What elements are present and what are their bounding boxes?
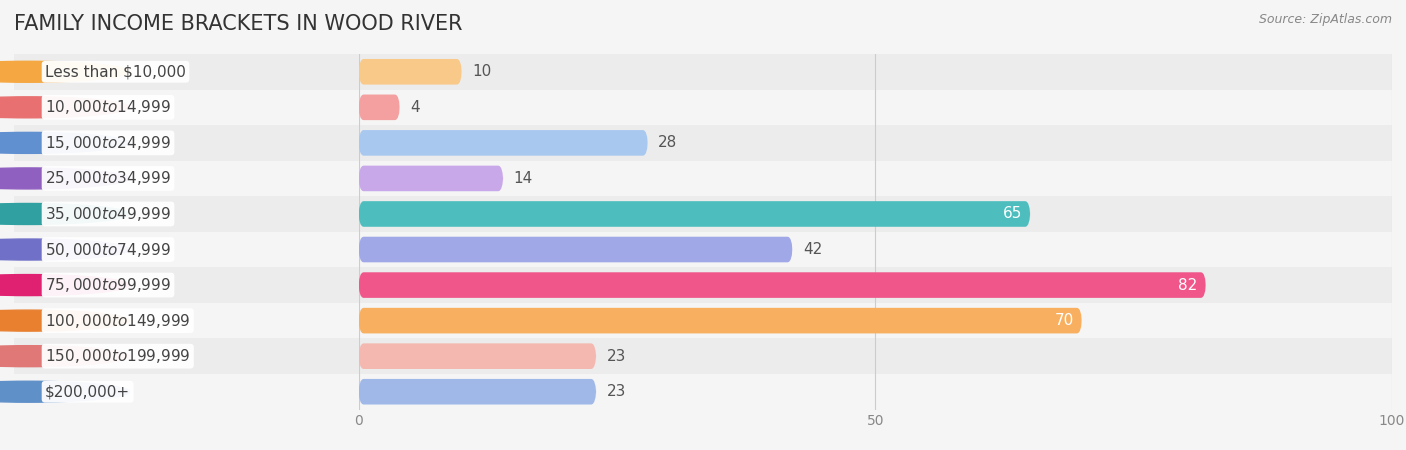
Bar — [14, 125, 359, 161]
Bar — [14, 303, 359, 338]
Circle shape — [0, 274, 129, 296]
Text: $200,000+: $200,000+ — [45, 384, 131, 399]
Text: 23: 23 — [606, 349, 626, 364]
Circle shape — [0, 239, 129, 260]
FancyBboxPatch shape — [359, 272, 1206, 298]
Bar — [14, 232, 359, 267]
Bar — [14, 196, 359, 232]
Circle shape — [0, 346, 129, 367]
Bar — [359, 374, 1392, 410]
FancyBboxPatch shape — [359, 94, 399, 120]
Text: $75,000 to $99,999: $75,000 to $99,999 — [45, 276, 172, 294]
Bar — [359, 303, 1392, 338]
Circle shape — [0, 61, 129, 82]
FancyBboxPatch shape — [359, 130, 648, 156]
Bar — [359, 196, 1392, 232]
Circle shape — [0, 168, 129, 189]
FancyBboxPatch shape — [359, 237, 793, 262]
Circle shape — [0, 381, 129, 402]
Text: 82: 82 — [1178, 278, 1198, 292]
FancyBboxPatch shape — [359, 308, 1083, 333]
Circle shape — [0, 203, 129, 225]
Text: Source: ZipAtlas.com: Source: ZipAtlas.com — [1258, 14, 1392, 27]
Bar — [359, 338, 1392, 374]
Bar — [14, 54, 359, 90]
FancyBboxPatch shape — [359, 166, 503, 191]
Bar — [359, 125, 1392, 161]
Bar — [14, 267, 359, 303]
Text: 4: 4 — [411, 100, 420, 115]
Text: 14: 14 — [513, 171, 533, 186]
Circle shape — [0, 132, 129, 153]
FancyBboxPatch shape — [359, 379, 596, 405]
Bar — [14, 338, 359, 374]
Bar — [359, 232, 1392, 267]
FancyBboxPatch shape — [359, 59, 463, 85]
Text: $100,000 to $149,999: $100,000 to $149,999 — [45, 311, 190, 329]
Bar — [359, 267, 1392, 303]
FancyBboxPatch shape — [359, 343, 596, 369]
Text: $150,000 to $199,999: $150,000 to $199,999 — [45, 347, 190, 365]
Text: $15,000 to $24,999: $15,000 to $24,999 — [45, 134, 172, 152]
Bar — [359, 54, 1392, 90]
Text: $35,000 to $49,999: $35,000 to $49,999 — [45, 205, 172, 223]
Text: Less than $10,000: Less than $10,000 — [45, 64, 186, 79]
Bar — [14, 90, 359, 125]
Text: 42: 42 — [803, 242, 823, 257]
Bar — [359, 90, 1392, 125]
Text: 10: 10 — [472, 64, 492, 79]
Text: FAMILY INCOME BRACKETS IN WOOD RIVER: FAMILY INCOME BRACKETS IN WOOD RIVER — [14, 14, 463, 33]
Text: $10,000 to $14,999: $10,000 to $14,999 — [45, 99, 172, 116]
FancyBboxPatch shape — [359, 201, 1031, 227]
Text: 28: 28 — [658, 135, 678, 150]
Text: 65: 65 — [1002, 207, 1022, 221]
Text: $50,000 to $74,999: $50,000 to $74,999 — [45, 240, 172, 258]
Text: 23: 23 — [606, 384, 626, 399]
Bar — [14, 374, 359, 410]
Text: $25,000 to $34,999: $25,000 to $34,999 — [45, 170, 172, 187]
Circle shape — [0, 310, 129, 331]
Text: 70: 70 — [1054, 313, 1074, 328]
Bar — [359, 161, 1392, 196]
Circle shape — [0, 97, 129, 118]
Bar — [14, 161, 359, 196]
